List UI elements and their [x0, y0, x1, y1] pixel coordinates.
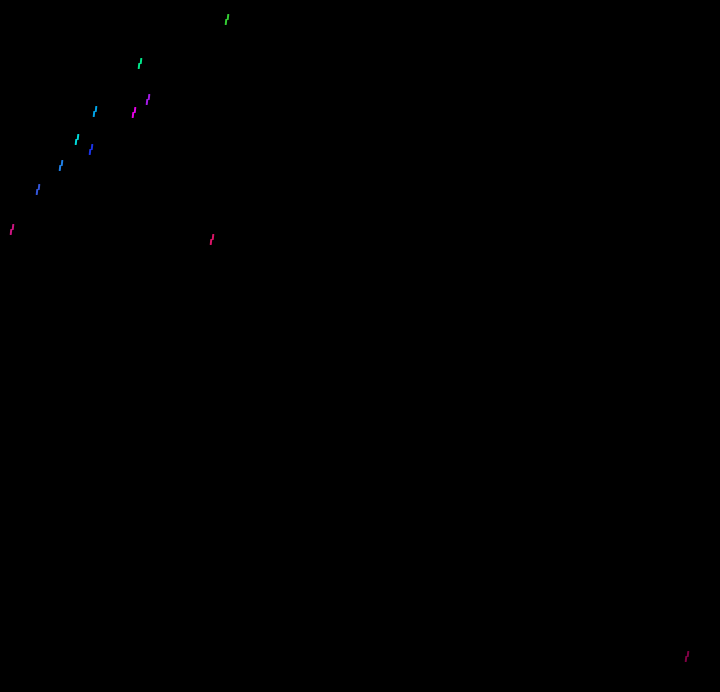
tick-note-sprite-icon — [88, 144, 93, 155]
tick-note-sprite-icon — [145, 94, 150, 105]
tick-note-sprite-icon — [58, 160, 63, 171]
sprite-stroke-bottom — [131, 112, 134, 118]
tick-note-sprite-icon — [209, 234, 214, 245]
sprite-stroke-bottom — [209, 239, 212, 245]
sprite-stroke-bottom — [137, 63, 140, 69]
sprite-stroke-bottom — [88, 149, 91, 155]
tick-note-sprite-icon — [137, 58, 142, 69]
tick-note-sprite-icon — [92, 106, 97, 117]
tick-note-sprite-icon — [131, 107, 136, 118]
tick-note-sprite-icon — [35, 184, 40, 195]
tick-note-sprite-icon — [684, 651, 689, 662]
sprite-stroke-top — [211, 234, 214, 240]
sprite-stroke-bottom — [145, 99, 148, 105]
tick-note-sprite-icon — [74, 134, 79, 145]
sprite-stroke-bottom — [684, 656, 687, 662]
sprite-stroke-top — [226, 14, 229, 20]
sprite-stroke-bottom — [9, 229, 12, 235]
sprite-stroke-top — [94, 106, 97, 112]
sprite-stroke-top — [60, 160, 63, 166]
sprite-stroke-bottom — [74, 139, 77, 145]
tick-note-sprite-icon — [224, 14, 229, 25]
sprite-stroke-bottom — [224, 19, 227, 25]
sprite-stroke-bottom — [35, 189, 38, 195]
sprite-stroke-top — [90, 144, 93, 150]
sprite-stroke-top — [139, 58, 142, 64]
sprite-stroke-top — [37, 184, 40, 190]
sprite-stroke-top — [686, 651, 689, 657]
tick-note-sprite-icon — [9, 224, 14, 235]
sprite-stroke-top — [76, 134, 79, 140]
sprite-stroke-bottom — [92, 111, 95, 117]
sprite-stroke-bottom — [58, 165, 61, 171]
sprite-stroke-top — [133, 107, 136, 113]
sprite-stroke-top — [11, 224, 14, 230]
sprite-stroke-top — [147, 94, 150, 100]
